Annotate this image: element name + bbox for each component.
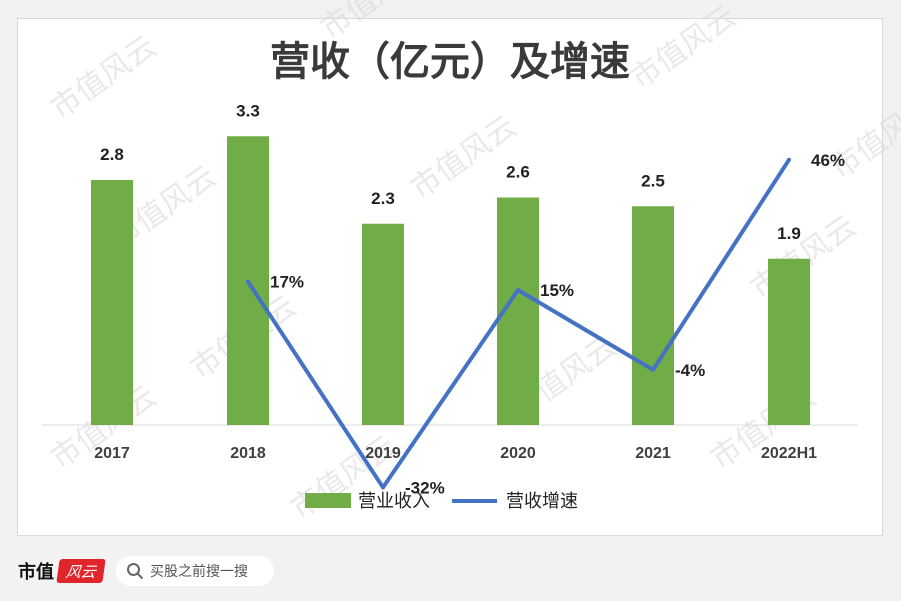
line-value-label: 17%	[270, 273, 304, 292]
watermark-text: 市值风云	[405, 109, 523, 206]
bar-2022H1	[768, 258, 810, 425]
search-box[interactable]: 买股之前搜一搜	[116, 555, 274, 586]
bar-2021	[632, 206, 674, 425]
legend-bar-label: 营业收入	[358, 491, 430, 512]
watermark-text: 市值风云	[825, 89, 901, 186]
x-axis-ticks: 2017 2018 2019 2020 2021 2022H1	[94, 445, 817, 462]
line-value-label: -32%	[405, 478, 445, 497]
bar-2019	[362, 223, 404, 425]
search-placeholder: 买股之前搜一搜	[150, 563, 248, 580]
legend-bar-swatch	[305, 493, 351, 508]
line-value-labels: 17% -32% 15% -4% 46%	[246, 151, 845, 497]
chart-title: 营收（亿元）及增速	[270, 39, 630, 85]
x-tick-label: 2019	[365, 445, 401, 462]
brand-logo-icon: 风云	[56, 558, 106, 583]
legend-line-label: 营收增速	[506, 491, 578, 512]
line-point	[787, 157, 791, 162]
chart-card	[17, 18, 883, 536]
bar-value-labels: 2.8 3.3 2.3 2.6 2.5 1.9	[100, 101, 801, 243]
search-icon	[127, 562, 143, 579]
bar-value-label: 2.5	[641, 171, 665, 190]
legend: 营业收入 营收增速	[305, 491, 578, 512]
x-tick-label: 2017	[94, 445, 130, 462]
watermark-text: 市值风云	[625, 0, 743, 97]
bar-2017	[91, 180, 133, 425]
x-tick-label: 2021	[635, 445, 671, 462]
brand-text: 市值	[18, 561, 54, 583]
line-point	[381, 485, 385, 490]
bar-value-label: 1.9	[777, 224, 801, 243]
line-value-label: 46%	[811, 151, 845, 170]
bar-value-label: 2.3	[371, 189, 395, 208]
line-value-label: 15%	[540, 281, 574, 300]
bar-value-label: 2.6	[506, 163, 530, 182]
x-tick-label: 2022H1	[761, 445, 817, 462]
line-value-label: -4%	[675, 361, 705, 380]
brand[interactable]: 市值 风云	[18, 558, 106, 584]
line-point	[516, 288, 520, 292]
x-tick-label: 2018	[230, 445, 266, 462]
line-point	[246, 279, 250, 284]
watermark-text: 市值风云	[45, 29, 163, 126]
line-point	[651, 367, 655, 372]
footer-bar: 市值 风云 买股之前搜一搜	[0, 540, 901, 601]
bar-value-label: 2.8	[100, 145, 124, 164]
x-tick-label: 2020	[500, 445, 536, 462]
bar-value-label: 3.3	[236, 101, 260, 120]
